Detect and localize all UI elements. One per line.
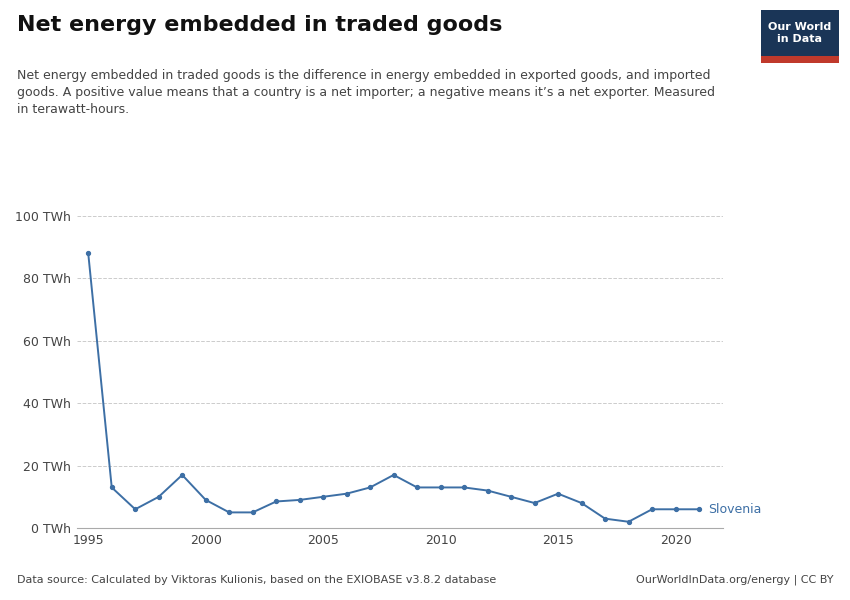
Text: Data source: Calculated by Viktoras Kulionis, based on the EXIOBASE v3.8.2 datab: Data source: Calculated by Viktoras Kuli… [17,575,496,585]
Text: Our World
in Data: Our World in Data [768,22,831,44]
Text: OurWorldInData.org/energy | CC BY: OurWorldInData.org/energy | CC BY [636,575,833,585]
Text: Slovenia: Slovenia [708,503,762,516]
Text: Net energy embedded in traded goods: Net energy embedded in traded goods [17,15,502,35]
Text: Net energy embedded in traded goods is the difference in energy embedded in expo: Net energy embedded in traded goods is t… [17,69,715,116]
